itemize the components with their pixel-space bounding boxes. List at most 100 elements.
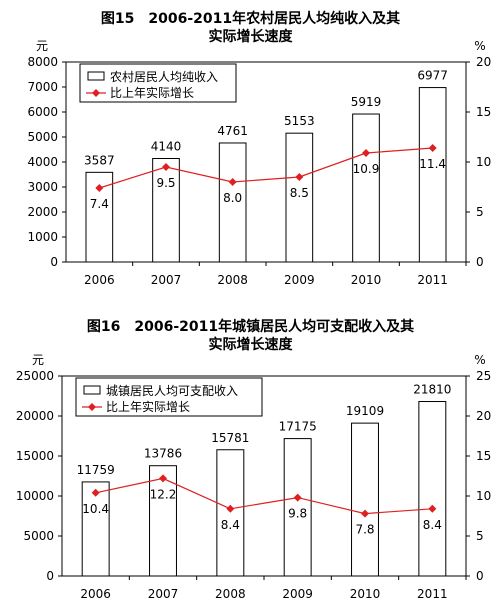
y2-tick-label: 0 — [476, 569, 484, 583]
line-point — [293, 493, 302, 502]
x-tick-label: 2011 — [417, 587, 448, 601]
y-tick-label: 20000 — [16, 409, 54, 423]
line-value-label: 7.8 — [355, 523, 374, 537]
y2-tick-label: 15 — [476, 449, 491, 463]
x-tick-label: 2011 — [417, 273, 448, 287]
x-tick-label: 2010 — [351, 273, 382, 287]
y-tick-label: 0 — [46, 569, 54, 583]
legend-line-label: 比上年实际增长 — [110, 85, 194, 100]
chart-canvas: 元 % 0 5000 10000 15000 20000 25000 0 5 10 15 20 25 117… — [16, 353, 491, 601]
bar — [418, 401, 447, 577]
growth-line — [95, 477, 433, 515]
y2-tick-label: 5 — [476, 205, 484, 219]
legend-bar-label: 城镇居民人均可支配收入 — [106, 384, 238, 398]
chart-title-line1: 图15 2006-2011年农村居民人均纯收入及其 — [100, 11, 401, 27]
bar-value-label: 6977 — [417, 69, 448, 83]
line-point — [428, 504, 437, 513]
line-value-label: 12.2 — [150, 487, 177, 501]
line-value-label: 10.9 — [353, 162, 380, 176]
chart-urban-income: 图16 2006-2011年城镇居民人均可支配收入及其 实际增长速度 元% 0 50… — [0, 304, 501, 608]
bar — [352, 113, 380, 263]
bar — [285, 132, 314, 263]
line-point — [428, 144, 437, 152]
bar-value-label: 5153 — [284, 114, 315, 128]
line-point — [362, 149, 370, 157]
bar-value-label: 21810 — [413, 383, 451, 397]
y2-tick-label: 10 — [476, 489, 491, 503]
line-value-label: 10.4 — [82, 502, 109, 516]
y-tick-label: 2000 — [27, 205, 58, 219]
x-tick-label: 2008 — [217, 273, 248, 287]
bar-value-label: 15781 — [211, 431, 249, 445]
chart-title: 图15 2006-2011年农村居民人均纯收入及其 实际增长速度 — [0, 10, 501, 46]
growth-line — [99, 147, 433, 189]
bar — [149, 465, 177, 577]
x-tick-label: 2007 — [148, 587, 179, 601]
bar-value-label: 11759 — [77, 463, 115, 477]
bar-value-label: 3587 — [84, 153, 115, 167]
legend-line-label: 比上年实际增长 — [106, 399, 190, 414]
line-value-label: 8.0 — [223, 191, 242, 205]
y2-tick-label: 25 — [476, 369, 491, 383]
legend — [79, 63, 237, 103]
bar-value-label: 19109 — [346, 404, 384, 418]
y-tick-label: 3000 — [27, 180, 58, 194]
bar — [216, 449, 245, 577]
y-tick-label: 1000 — [27, 230, 58, 244]
line-value-label: 7.4 — [90, 197, 109, 211]
bar — [218, 142, 247, 263]
y-tick-label: 0 — [50, 255, 58, 269]
x-tick-label: 2007 — [151, 273, 182, 287]
chart-title-line2: 实际增长速度 — [208, 29, 293, 45]
line-value-label: 9.5 — [156, 176, 175, 190]
legend — [75, 377, 263, 417]
y-axis-unit-label: 元 — [36, 39, 48, 53]
legend-line-marker — [88, 403, 96, 411]
y2-axis-unit-label: % — [474, 353, 485, 367]
chart-title-line2: 实际增长速度 — [208, 337, 293, 353]
line-value-label: 8.4 — [423, 518, 442, 532]
bar-value-label: 17175 — [279, 420, 317, 434]
bar-value-label: 13786 — [144, 447, 182, 461]
bar — [283, 438, 312, 577]
y-tick-label: 5000 — [27, 130, 58, 144]
chart-rural-income: 图15 2006-2011年农村居民人均纯收入及其 实际增长速度 元% 0 1000… — [0, 0, 501, 300]
y2-axis-unit-label: % — [474, 39, 485, 53]
y-tick-label: 25000 — [16, 369, 54, 383]
y-tick-label: 5000 — [23, 529, 54, 543]
y2-tick-label: 20 — [476, 55, 491, 69]
line-point — [162, 163, 170, 171]
bar — [351, 422, 379, 577]
y2-tick-label: 5 — [476, 529, 484, 543]
y2-tick-label: 10 — [476, 155, 491, 169]
y2-tick-label: 15 — [476, 105, 491, 119]
y-tick-label: 10000 — [16, 489, 54, 503]
bar — [418, 87, 447, 263]
line-point — [95, 184, 104, 192]
line-value-label: 11.4 — [419, 157, 446, 171]
chart-title-line1: 图16 2006-2011年城镇居民人均可支配收入及其 — [86, 319, 415, 335]
bar — [85, 171, 114, 263]
line-point — [91, 488, 100, 497]
bar-value-label: 4140 — [151, 140, 182, 154]
line-value-label: 8.5 — [290, 186, 309, 200]
line-point — [361, 509, 369, 518]
y-axis-unit-label: 元 — [32, 353, 44, 367]
y-tick-label: 8000 — [27, 55, 58, 69]
legend-bar-swatch — [87, 71, 105, 81]
line-point — [226, 504, 235, 513]
line-point — [228, 178, 237, 186]
bar — [152, 158, 180, 263]
y-tick-label: 6000 — [27, 105, 58, 119]
line-point — [159, 474, 167, 483]
y2-tick-label: 20 — [476, 409, 491, 423]
x-tick-label: 2010 — [350, 587, 381, 601]
chart-canvas: 元 % 0 1000 2000 3000 4000 5000 6000 7000 8000 0 5 10 1… — [27, 39, 491, 287]
x-tick-label: 2009 — [284, 273, 315, 287]
line-value-label: 9.8 — [288, 507, 307, 521]
bar-value-label: 5919 — [351, 95, 382, 109]
bar — [81, 481, 110, 577]
chart-title: 图16 2006-2011年城镇居民人均可支配收入及其 实际增长速度 — [0, 318, 501, 354]
line-value-label: 8.4 — [221, 518, 240, 532]
legend-line-marker — [92, 89, 100, 97]
